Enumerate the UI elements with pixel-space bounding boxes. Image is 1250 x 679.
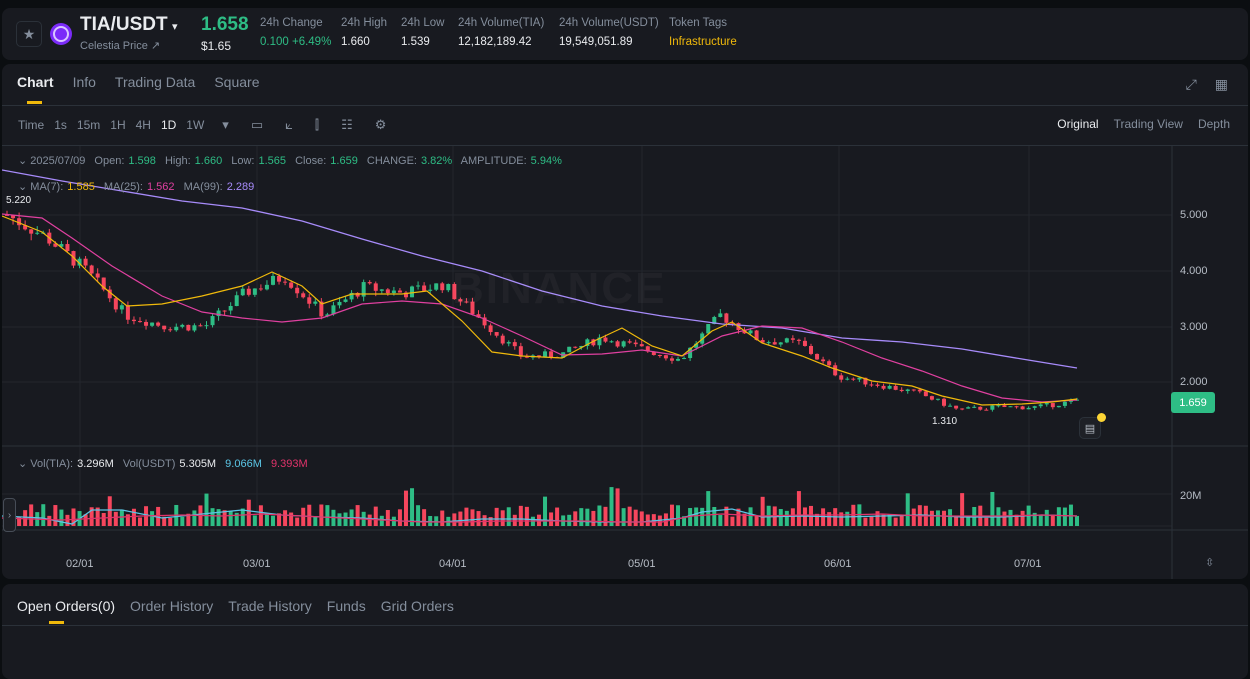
high-value: 1.660 <box>194 155 223 167</box>
tab-trading-data[interactable]: Trading Data <box>114 74 196 90</box>
tab-grid-orders[interactable]: Grid Orders <box>380 598 454 614</box>
fullscreen-icon[interactable]: ⤢ <box>1185 76 1197 92</box>
amplitude-value: 5.94% <box>530 155 562 167</box>
view-trading-view[interactable]: Trading View <box>1113 117 1183 131</box>
stat-24h-volume-usdt: 24h Volume(USDT) 19,549,051.89 <box>559 17 659 48</box>
x-axis-label: 07/01 <box>1014 558 1042 570</box>
max-price-marker: 5.220 <box>6 195 32 206</box>
x-axis-label: 02/01 <box>66 558 94 570</box>
tab-funds[interactable]: Funds <box>326 598 366 614</box>
price-chart[interactable] <box>2 146 1248 579</box>
vol-usdt-value: 5.305M <box>179 458 217 470</box>
candle-date: 2025/07/09 <box>30 155 86 167</box>
token-tag-link[interactable]: Infrastructure <box>669 36 737 48</box>
stat-24h-volume-tia: 24h Volume(TIA) 12,182,189.42 <box>458 17 545 48</box>
x-axis-label: 04/01 <box>439 558 467 570</box>
interval-1d[interactable]: 1D <box>160 118 177 132</box>
open-value: 1.598 <box>128 155 156 167</box>
divider <box>2 105 1248 106</box>
layout-icon[interactable]: ▦ <box>1214 76 1228 92</box>
current-price-tag: 1.659 <box>1171 392 1215 413</box>
calendar-icon[interactable]: ▭ <box>250 117 264 132</box>
tab-square[interactable]: Square <box>214 74 260 90</box>
gear-icon[interactable]: ⚙ <box>374 117 387 132</box>
x-axis-label: 03/01 <box>243 558 271 570</box>
chart-panel: Chart Info Trading Data Square ⤢ ▦ Time … <box>2 64 1248 579</box>
ma25-value: 1.562 <box>147 181 175 193</box>
favorite-button[interactable]: ★ <box>16 21 42 47</box>
candle-type-icon[interactable]: ⫿ <box>314 117 320 132</box>
divider <box>2 145 1248 146</box>
ticker-header: ★ TIA/USDT ▾ Celestia Price ↗ 1.658 $1.6… <box>2 8 1248 60</box>
price-axis-label: 3.000 <box>1180 321 1208 333</box>
last-price-usd: $1.65 <box>201 39 232 53</box>
tab-open-orders[interactable]: Open Orders(0) <box>17 598 116 624</box>
tab-trade-history[interactable]: Trade History <box>228 598 312 614</box>
price-axis-label: 5.000 <box>1180 209 1208 221</box>
x-axis-label: 06/01 <box>824 558 852 570</box>
chart-view-switcher: Original Trading View Depth <box>1057 117 1230 131</box>
stat-24h-low: 24h Low 1.539 <box>401 17 445 48</box>
min-price-marker: 1.310 <box>932 416 958 427</box>
change-value: 3.82% <box>421 155 453 167</box>
tab-info[interactable]: Info <box>72 74 96 90</box>
celestia-logo-icon <box>50 23 72 45</box>
collapse-volume-icon[interactable]: ⌄ <box>18 458 31 470</box>
interval-1w[interactable]: 1W <box>186 118 205 132</box>
symbol-title[interactable]: TIA/USDT <box>80 14 168 35</box>
symbol-dropdown-icon[interactable]: ▾ <box>172 21 178 33</box>
interval-4h[interactable]: 4H <box>135 118 151 132</box>
interval-1h[interactable]: 1H <box>110 118 126 132</box>
note-button[interactable]: ▤ <box>1079 417 1101 439</box>
interval-time[interactable]: Time <box>18 118 45 132</box>
ma99-value: 2.289 <box>226 181 255 193</box>
close-value: 1.659 <box>330 155 358 167</box>
view-depth[interactable]: Depth <box>1197 117 1230 131</box>
indicators-icon[interactable]: ⟀ <box>285 117 293 132</box>
price-page-link[interactable]: Celestia Price ↗ <box>80 40 161 52</box>
more-intervals-icon[interactable]: ▾ <box>222 117 229 132</box>
note-icon: ▤ <box>1084 422 1096 435</box>
ma7-value: 1.585 <box>67 181 95 193</box>
orders-panel: Open Orders(0) Order History Trade Histo… <box>2 584 1248 679</box>
price-axis-label: 2.000 <box>1180 376 1208 388</box>
volume-legend: ⌄ Vol(TIA): 3.296M Vol(USDT) 5.305M 9.066M… <box>18 458 308 470</box>
expand-sidebar-handle[interactable]: › <box>3 498 16 532</box>
vol-ma1-value: 9.066M <box>225 458 262 470</box>
price-axis-label: 4.000 <box>1180 265 1208 277</box>
star-icon: ★ <box>22 25 36 42</box>
chart-settings-icon[interactable]: ☷ <box>341 117 353 132</box>
view-original[interactable]: Original <box>1057 117 1099 131</box>
x-axis-label: 05/01 <box>628 558 656 570</box>
collapse-legend-icon[interactable]: ⌄ <box>18 155 31 167</box>
chart-tabs: Chart Info Trading Data Square <box>17 74 279 104</box>
ma-legend: ⌄ MA(7): 1.585 MA(25): 1.562 MA(99): 2.289 <box>18 181 255 193</box>
notification-dot <box>1097 413 1106 422</box>
low-value: 1.565 <box>258 155 287 167</box>
binance-watermark: BINANCE <box>452 264 666 314</box>
ohlc-legend: ⌄ 2025/07/09 Open: 1.598 High: 1.660 Low: 1… <box>18 155 562 167</box>
chart-toolbar: Time 1s 15m 1H 4H 1D 1W ▾ ▭ ⟀ ⫿ ☷ ⚙ <box>18 117 400 133</box>
collapse-ma-icon[interactable]: ⌄ <box>18 181 31 193</box>
interval-15m[interactable]: 15m <box>76 118 101 132</box>
tab-chart[interactable]: Chart <box>17 74 54 104</box>
auto-scale-icon[interactable]: ⇳ <box>1205 557 1215 569</box>
interval-1s[interactable]: 1s <box>54 118 67 132</box>
last-price: 1.658 <box>201 14 249 35</box>
tab-order-history[interactable]: Order History <box>130 598 214 614</box>
stat-24h-change: 24h Change 0.100 +6.49% <box>260 17 332 48</box>
stat-24h-high: 24h High 1.660 <box>341 17 388 48</box>
vol-tia-value: 3.296M <box>77 458 114 470</box>
volume-axis-label: 20M <box>1180 490 1202 502</box>
vol-ma2-value: 9.393M <box>270 458 308 470</box>
stat-token-tags: Token Tags Infrastructure <box>669 17 737 48</box>
